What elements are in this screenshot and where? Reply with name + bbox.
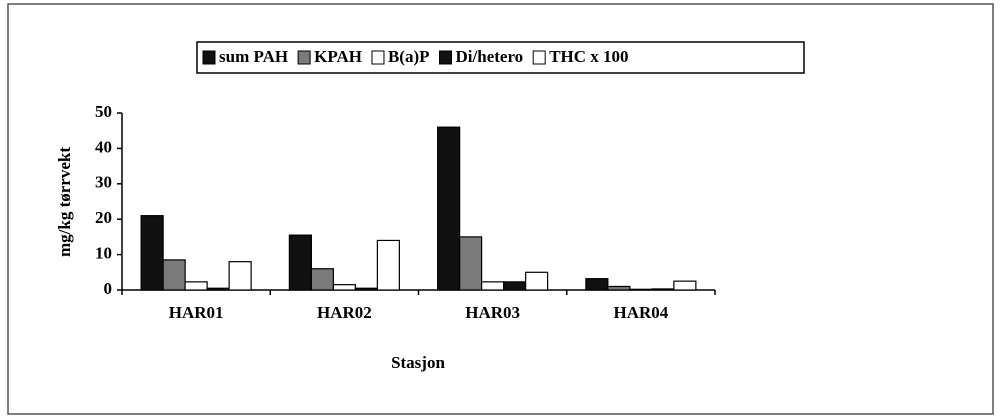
legend-swatch [439,50,453,65]
bar [629,288,653,291]
y-tick-label: 0 [104,279,113,298]
legend-label: Di/hetero [456,47,524,66]
frame [7,3,994,415]
bar [332,284,356,291]
bar [162,259,186,291]
y-tick-label: 30 [95,173,112,192]
x-tick-label: HAR03 [465,303,520,322]
y-tick-label: 40 [95,137,112,156]
bar [459,236,483,291]
bar [310,268,334,291]
legend-swatch [371,50,385,65]
bar [607,285,631,291]
legend-label: B(a)P [388,47,430,66]
bar [376,239,400,291]
bar [481,281,505,291]
bar [585,278,609,291]
legend-label: sum PAH [219,47,288,66]
bar [140,215,164,291]
bar [354,287,378,291]
legend-swatch [202,50,216,65]
x-tick-label: HAR01 [169,303,224,322]
bar [228,261,252,291]
y-tick-label: 10 [95,244,112,263]
x-axis-label: Stasjon [391,353,445,372]
y-tick-label: 20 [95,208,112,227]
bar [184,281,208,291]
x-tick-label: HAR04 [613,303,668,322]
x-tick-label: HAR02 [317,303,372,322]
legend-label: KPAH [314,47,362,66]
bar [651,288,675,291]
bar [525,271,549,291]
y-axis-label: mg/kg tørrvekt [55,147,74,257]
bar [206,287,230,291]
y-tick-label: 50 [95,102,112,121]
bar [503,281,527,291]
legend-swatch [532,50,546,65]
legend-label: THC x 100 [549,47,628,66]
bar [673,280,697,291]
bar [437,126,461,291]
legend-swatch [297,50,311,65]
bar [288,234,312,291]
